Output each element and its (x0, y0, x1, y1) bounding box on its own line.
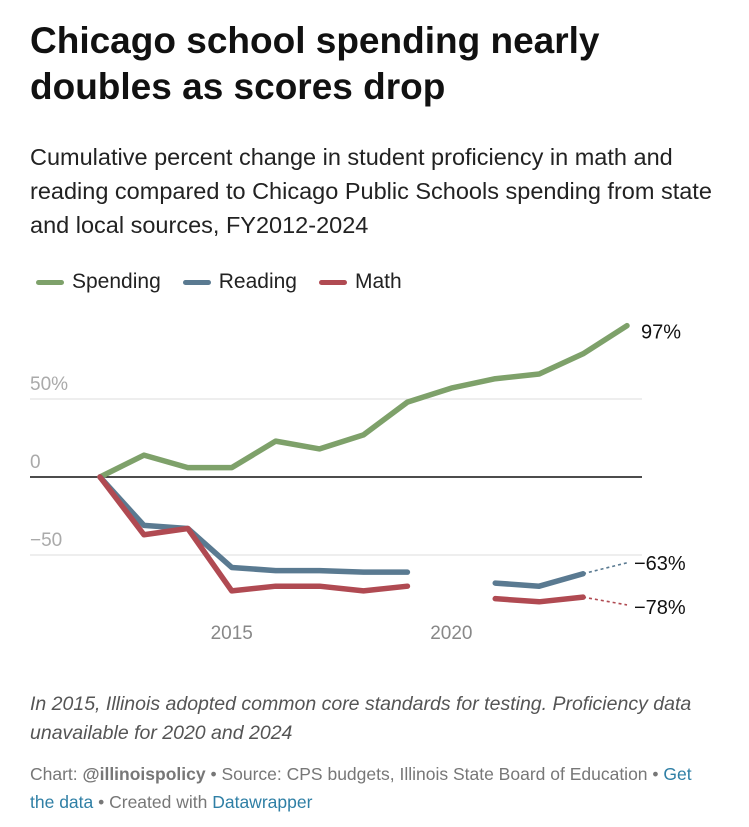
y-tick-label: −50 (30, 530, 62, 551)
footer-source: • Source: CPS budgets, Illinois State Bo… (205, 764, 664, 784)
end-label-spending: 97% (641, 322, 681, 344)
end-label-math: −78% (634, 597, 686, 619)
line-chart: 50% 0 −50 2015 2020 97% −63% −78% (30, 322, 686, 644)
chart-note: In 2015, Illinois adopted common core st… (30, 693, 692, 744)
legend-swatch-math (318, 279, 347, 285)
series-line-spending (97, 322, 630, 480)
x-tick-label: 2020 (430, 623, 472, 644)
projection-line-math (582, 596, 628, 606)
end-label-reading: −63% (634, 553, 686, 575)
legend-item-reading: Reading (182, 270, 297, 294)
footer-chart-prefix: Chart: (30, 764, 83, 784)
legend-label-math: Math (354, 270, 402, 293)
datawrapper-link[interactable]: Datawrapper (212, 792, 313, 812)
series-line-math (97, 474, 411, 594)
footer-credit: @illinoispolicy (82, 764, 206, 784)
x-tick-label: 2015 (211, 623, 253, 644)
series-line-math (492, 594, 586, 605)
legend: Spending Reading Math (36, 270, 424, 294)
series-line-reading (492, 570, 586, 589)
chart-subtitle: Cumulative percent change in student pro… (30, 144, 712, 238)
get-the-data-link[interactable]: Get the data (30, 764, 692, 812)
y-tick-label: 50% (30, 374, 68, 395)
legend-label-reading: Reading (218, 270, 297, 293)
legend-item-math: Math (318, 270, 402, 294)
legend-swatch-reading (182, 279, 211, 285)
y-tick-label: 0 (30, 452, 41, 473)
chart-title: Chicago school spending nearly doubles a… (30, 20, 600, 107)
projection-line-reading (582, 562, 628, 575)
legend-label-spending: Spending (72, 270, 161, 293)
legend-swatch-spending (36, 279, 64, 285)
series-line-reading (97, 474, 411, 575)
legend-item-spending: Spending (36, 270, 161, 294)
footer-created: • Created with (93, 792, 213, 812)
chart-footer: Chart: @illinoispolicy • Source: CPS bud… (30, 760, 720, 816)
